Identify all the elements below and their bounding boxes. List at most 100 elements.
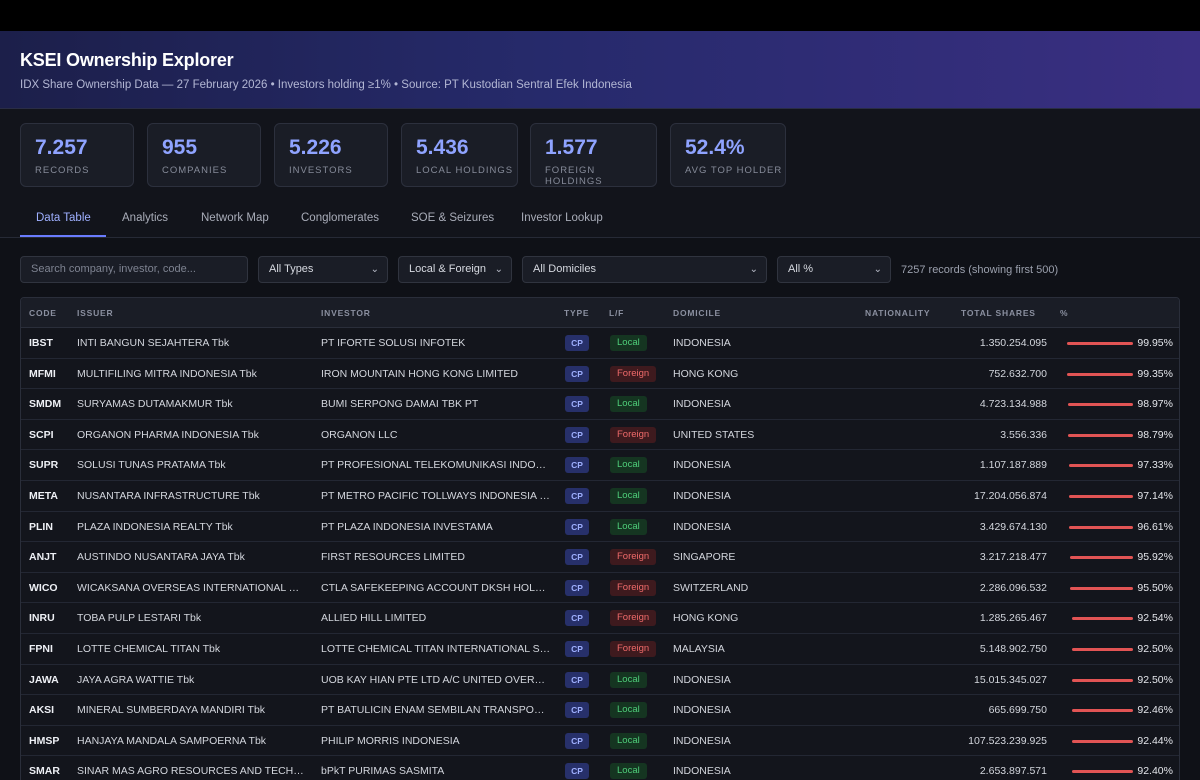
cell-domicile: INDONESIA [673, 704, 731, 717]
lf-badge: Local [610, 732, 647, 749]
percent-filter-select[interactable]: All % ⌄ [777, 256, 891, 283]
type-filter-select[interactable]: All Types ⌄ [258, 256, 388, 283]
cell-investor: PT PROFESIONAL TELEKOMUNIKASI INDONESIA [321, 459, 551, 472]
cell-issuer: NUSANTARA INFRASTRUCTURE Tbk [77, 490, 260, 502]
stat-card-records: 7.257 Records [20, 123, 134, 187]
table-row[interactable]: IBST INTI BANGUN SEJAHTERA Tbk PT IFORTE S… [21, 328, 1179, 359]
lf-badge: Foreign [610, 365, 657, 382]
table-row[interactable]: SUPR SOLUSI TUNAS PRATAMA Tbk PT PROFESION… [21, 450, 1179, 481]
percent-bar [1070, 556, 1133, 560]
table-row[interactable]: SMDM SURYAMAS DUTAMAKMUR Tbk BUMI SERPONG … [21, 389, 1179, 420]
cell-issuer: LOTTE CHEMICAL TITAN Tbk [77, 643, 221, 655]
cell-code: IBST [29, 337, 53, 349]
cell-issuer: MINERAL SUMBERDAYA MANDIRI Tbk [77, 704, 266, 717]
table-row[interactable]: WICO WICAKSANA OVERSEAS INTERNATIONAL Tbk… [21, 573, 1179, 604]
cell-total-shares: 17.204.056.874 [974, 490, 1047, 502]
type-badge: CP [565, 732, 589, 749]
tab-investor-lookup[interactable]: Investor Lookup [521, 212, 603, 224]
stats-bar: 7.257 Records 955 Companies 5.226 Invest… [0, 109, 1200, 200]
data-table: CODE ISSUER INVESTOR TYPE L/F DOMICILE N… [20, 297, 1180, 780]
table-row[interactable]: AKSI MINERAL SUMBERDAYA MANDIRI Tbk PT BAT… [21, 695, 1179, 726]
col-header-nationality[interactable]: NATIONALITY [865, 308, 931, 318]
cell-investor: PT IFORTE SOLUSI INFOTEK [321, 337, 466, 349]
cell-code: MFMI [29, 367, 56, 380]
col-header-code[interactable]: CODE [29, 308, 57, 318]
lf-badge: Foreign [610, 549, 657, 566]
percent-bar [1067, 342, 1133, 345]
cell-domicile: INDONESIA [673, 337, 731, 349]
table-row[interactable]: MFMI MULTIFILING MITRA INDONESIA Tbk IRON … [21, 359, 1179, 390]
cell-investor: PT BATULICIN ENAM SEMBILAN TRANSPORTASI [321, 704, 551, 717]
table-row[interactable]: JAWA JAYA AGRA WATTIE Tbk UOB KAY HIAN PTE… [21, 665, 1179, 696]
percent-bar [1072, 617, 1133, 621]
type-badge: CP [565, 671, 589, 688]
type-badge: CP [565, 426, 589, 443]
table-row[interactable]: HMSP HANJAYA MANDALA SAMPOERNA Tbk PHILIP … [21, 726, 1179, 757]
lf-badge: Local [610, 396, 647, 413]
search-input[interactable]: Search company, investor, code... [20, 256, 248, 283]
cell-issuer: HANJAYA MANDALA SAMPOERNA Tbk [77, 734, 267, 747]
table-row[interactable]: PLIN PLAZA INDONESIA REALTY Tbk PT PLAZA I… [21, 512, 1179, 543]
stat-label: Avg Top Holder [685, 165, 783, 176]
table-row[interactable]: ANJT AUSTINDO NUSANTARA JAYA Tbk FIRST RES… [21, 542, 1179, 573]
tab-conglomerates[interactable]: Conglomerates [301, 212, 379, 224]
active-tab-indicator [20, 235, 106, 237]
col-header-type[interactable]: TYPE [564, 308, 590, 318]
type-badge: CP [565, 518, 589, 535]
lf-badge: Foreign [610, 610, 657, 627]
type-badge: CP [565, 365, 589, 382]
stat-label: Records [35, 165, 90, 176]
stat-card-foreign-holdings: 1.577 Foreign Holdings [530, 123, 657, 187]
cell-issuer: JAYA AGRA WATTIE Tbk [77, 673, 195, 686]
lf-badge: Local [610, 671, 647, 688]
table-row[interactable]: META NUSANTARA INFRASTRUCTURE Tbk PT METRO… [21, 481, 1179, 512]
cell-code: SUPR [29, 459, 59, 472]
col-header-percent[interactable]: % [1060, 308, 1069, 318]
type-badge: CP [565, 610, 589, 627]
lf-badge: Foreign [610, 641, 657, 657]
cell-investor: CTLA SAFEKEEPING ACCOUNT DKSH HOLDING... [321, 581, 551, 594]
window-topbar [0, 0, 1200, 31]
cell-total-shares: 1.350.254.095 [979, 337, 1047, 349]
stat-value: 5.436 [416, 136, 469, 159]
cell-code: JAWA [29, 673, 59, 686]
filter-bar: Search company, investor, code... All Ty… [0, 238, 1200, 296]
cell-issuer: SOLUSI TUNAS PRATAMA Tbk [77, 459, 226, 472]
cell-total-shares: 2.653.897.571 [979, 765, 1047, 778]
col-header-issuer[interactable]: ISSUER [77, 308, 114, 318]
col-header-total-shares[interactable]: TOTAL SHARES [961, 308, 1036, 318]
cell-percent: 97.14% [1137, 490, 1173, 502]
chevron-down-icon: ⌄ [494, 264, 503, 275]
cell-domicile: INDONESIA [673, 673, 731, 686]
percent-bar [1069, 495, 1133, 498]
table-row[interactable]: INRU TOBA PULP LESTARI Tbk ALLIED HILL LIM… [21, 603, 1179, 634]
col-header-investor[interactable]: INVESTOR [321, 308, 371, 318]
table-row[interactable]: SMAR SINAR MAS AGRO RESOURCES AND TECHNOL… [21, 756, 1179, 780]
cell-domicile: INDONESIA [673, 490, 731, 502]
tab-data-table[interactable]: Data Table [36, 212, 91, 224]
lf-badge: Local [610, 702, 647, 719]
cell-domicile: SWITZERLAND [673, 581, 749, 594]
record-count: 7257 records (showing first 500) [901, 264, 1059, 276]
cell-percent: 97.33% [1137, 459, 1173, 472]
cell-domicile: SINGAPORE [673, 551, 736, 564]
tab-network-map[interactable]: Network Map [201, 212, 269, 224]
lf-badge: Local [610, 488, 647, 504]
cell-percent: 92.44% [1137, 734, 1173, 747]
cell-percent: 95.92% [1137, 551, 1173, 564]
tab-soe-seizures[interactable]: SOE & Seizures [411, 212, 495, 224]
cell-percent: 92.46% [1137, 704, 1173, 717]
cell-issuer: WICAKSANA OVERSEAS INTERNATIONAL Tbk [77, 581, 305, 594]
table-row[interactable]: FPNI LOTTE CHEMICAL TITAN Tbk LOTTE CHEMIC… [21, 634, 1179, 665]
stat-value: 1.577 [545, 136, 598, 159]
table-row[interactable]: SCPI ORGANON PHARMA INDONESIA Tbk ORGANON … [21, 420, 1179, 451]
col-header-lf[interactable]: L/F [609, 308, 625, 318]
col-header-domicile[interactable]: DOMICILE [673, 308, 721, 318]
domicile-filter-select[interactable]: All Domiciles ⌄ [522, 256, 767, 283]
tab-analytics[interactable]: Analytics [122, 212, 169, 224]
cell-investor: PT METRO PACIFIC TOLLWAYS INDONESIA SER.… [321, 490, 551, 502]
cell-percent: 92.54% [1137, 612, 1173, 625]
stat-label: Foreign Holdings [545, 165, 603, 187]
percent-bar [1068, 433, 1133, 437]
local-foreign-filter-select[interactable]: Local & Foreign ⌄ [398, 256, 512, 283]
